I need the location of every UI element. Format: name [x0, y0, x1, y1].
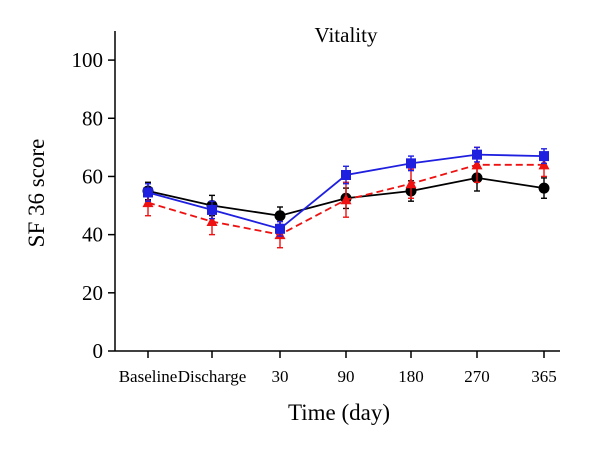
series-layer — [142, 146, 550, 249]
data-point — [471, 158, 483, 170]
data-point — [538, 182, 550, 194]
x-tick-label: 180 — [398, 367, 424, 386]
data-point — [472, 149, 482, 160]
y-axis-ticks: 0 20 40 60 80 100 — [72, 48, 115, 363]
y-tick-label: 0 — [93, 339, 104, 363]
data-point — [538, 158, 550, 170]
data-point — [143, 187, 153, 198]
x-tick-label: 365 — [531, 367, 557, 386]
data-point — [406, 158, 416, 169]
x-tick-label: Baseline — [119, 367, 178, 386]
y-tick-label: 60 — [82, 164, 103, 188]
x-tick-label: 270 — [464, 367, 490, 386]
data-point — [340, 193, 352, 205]
y-tick-label: 40 — [82, 223, 103, 247]
y-axis-label: SF 36 score — [24, 139, 49, 248]
series-square — [143, 146, 549, 237]
x-tick-label: 90 — [338, 367, 355, 386]
x-tick-label: Discharge — [178, 367, 247, 386]
series-triangle — [142, 146, 550, 249]
data-point — [341, 170, 351, 180]
data-point — [207, 204, 217, 215]
data-point — [275, 223, 285, 234]
data-point — [142, 196, 154, 208]
chart-title: Vitality — [315, 23, 378, 47]
y-tick-label: 100 — [72, 48, 104, 72]
data-point — [206, 215, 218, 227]
y-tick-label: 80 — [82, 106, 103, 130]
x-axis-ticks: Baseline Discharge 30 90 180 270 365 — [119, 351, 557, 386]
x-tick-label: 30 — [272, 367, 289, 386]
data-point — [274, 210, 286, 222]
data-point — [539, 151, 549, 162]
x-axis-label: Time (day) — [288, 400, 390, 425]
data-point — [405, 177, 417, 189]
y-tick-label: 20 — [82, 281, 103, 305]
